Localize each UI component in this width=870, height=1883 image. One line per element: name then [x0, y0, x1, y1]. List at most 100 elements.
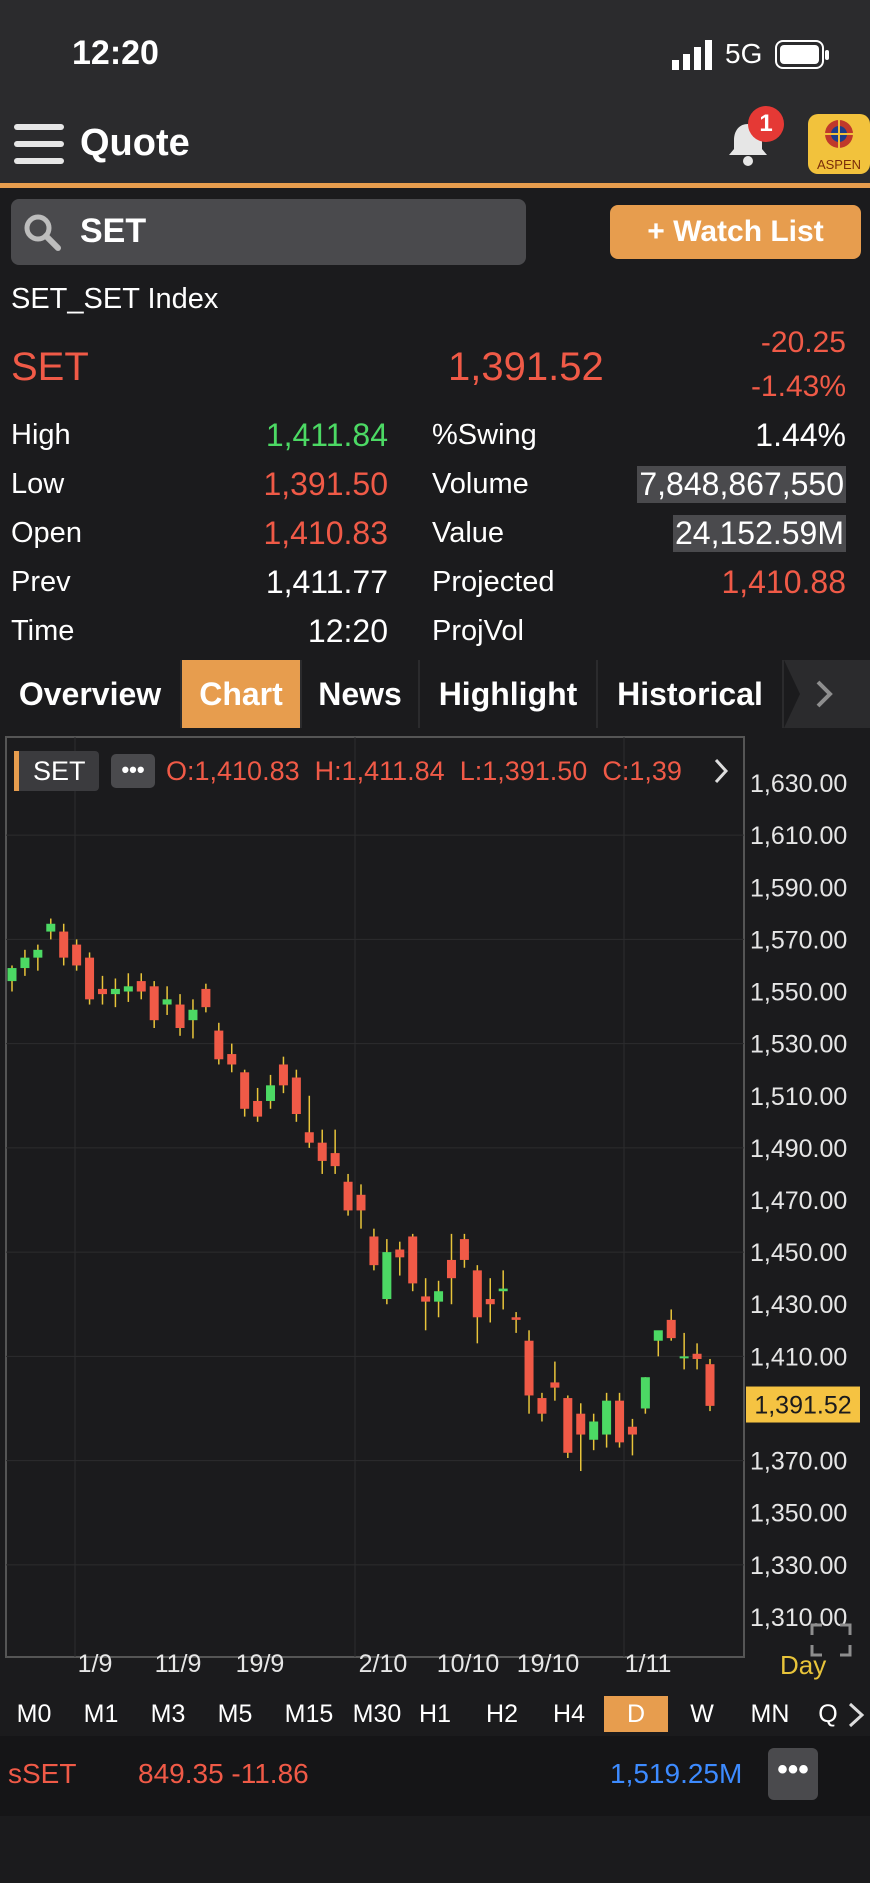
timeframe-w[interactable]: W: [690, 1700, 714, 1728]
stat-value-projected: 1,410.88: [721, 564, 846, 600]
candle-body: [136, 981, 146, 992]
timeframe-m15[interactable]: M15: [284, 1700, 334, 1728]
candle-body: [369, 1236, 379, 1266]
candle: [227, 1043, 237, 1073]
candle: [317, 1129, 327, 1174]
candle: [214, 1022, 224, 1065]
x-tick-label: 1/11: [625, 1650, 672, 1678]
stat-label-swing: %Swing: [432, 419, 537, 451]
candle: [434, 1280, 444, 1318]
candle-body: [227, 1054, 237, 1065]
more-dots-icon: •••: [121, 757, 144, 782]
tab-overview[interactable]: Overview: [0, 660, 180, 728]
candle: [59, 923, 69, 966]
candle: [498, 1270, 508, 1310]
x-tick-label: 2/10: [359, 1650, 408, 1678]
timeframe-h2[interactable]: H2: [486, 1700, 518, 1728]
page-title: Quote: [80, 122, 190, 164]
candle-body: [7, 968, 17, 982]
candle-series: [7, 918, 715, 1472]
candle: [692, 1343, 702, 1370]
candle: [343, 1173, 353, 1216]
timeframe-h4[interactable]: H4: [553, 1700, 585, 1728]
x-tick-label: 11/9: [155, 1650, 202, 1678]
timeframe-m1[interactable]: M1: [83, 1700, 119, 1728]
candle: [395, 1241, 405, 1276]
current-price-label: 1,391.52: [754, 1392, 851, 1420]
candle-body: [240, 1072, 250, 1109]
aspen-logo[interactable]: ASPEN: [808, 114, 870, 174]
fullscreen-icon[interactable]: [810, 1623, 852, 1657]
candle: [640, 1377, 650, 1414]
ticker-more-button[interactable]: •••: [768, 1748, 818, 1800]
candle-body: [59, 931, 69, 958]
hamburger-menu-icon[interactable]: [14, 124, 64, 168]
candle: [563, 1395, 573, 1458]
candle-body: [537, 1398, 547, 1414]
candle: [627, 1418, 637, 1456]
candle: [356, 1184, 366, 1229]
candle-body: [705, 1364, 715, 1406]
price-change-percent: -1.43%: [750, 370, 846, 403]
candle: [7, 965, 17, 992]
tab-news[interactable]: News: [302, 660, 418, 728]
candle: [240, 1069, 250, 1117]
tab-highlight[interactable]: Highlight: [420, 660, 596, 728]
candle-body: [253, 1100, 263, 1117]
timeframe-mn[interactable]: MN: [750, 1700, 790, 1728]
candle-body: [550, 1382, 560, 1388]
chevron-right-icon[interactable]: [714, 758, 729, 784]
ticker-symbol[interactable]: sSET: [8, 1758, 77, 1789]
ticker-value: 849.35 -11.86: [138, 1758, 309, 1789]
candle-body: [188, 1009, 198, 1021]
tab-chart[interactable]: Chart: [182, 660, 300, 728]
last-price: 1,391.52: [448, 345, 604, 389]
x-tick-label: 1/9: [78, 1650, 113, 1678]
globe-icon: [825, 120, 853, 148]
candle: [446, 1233, 456, 1305]
timeframe-scroll-icon[interactable]: [846, 1700, 868, 1730]
chart-symbol-accent: [14, 751, 19, 791]
candle: [278, 1056, 288, 1094]
candle-body: [20, 957, 30, 969]
notification-badge: 1: [748, 106, 784, 142]
timeframe-m5[interactable]: M5: [217, 1700, 253, 1728]
timeframe-m0[interactable]: M0: [16, 1700, 52, 1728]
candle: [472, 1265, 482, 1344]
candle-body: [356, 1194, 366, 1211]
current-price-tag: [746, 1386, 860, 1423]
search-field[interactable]: [11, 199, 526, 265]
candle-body: [72, 944, 82, 966]
candle-body: [85, 957, 95, 1000]
candle-body: [149, 986, 159, 1021]
y-tick-label: 1,410.00: [750, 1343, 847, 1371]
stat-value-value: 24,152.59M: [672, 515, 846, 552]
timeframe-d[interactable]: D: [604, 1696, 668, 1732]
candle: [511, 1312, 521, 1333]
tab-scroll-right-icon[interactable]: [784, 660, 870, 728]
stat-value-low: 1,391.50: [263, 466, 388, 502]
chart-symbol-chip[interactable]: [14, 751, 99, 791]
add-watchlist-button[interactable]: + Watch List: [610, 205, 861, 259]
candle-body: [214, 1030, 224, 1060]
ohlc-scroll-bg: [706, 751, 738, 791]
y-axis: 1,630.00 1,610.00 1,590.00 1,570.00 1,550.00…: [750, 770, 847, 1632]
search-input[interactable]: SET: [80, 212, 147, 250]
tab-historical[interactable]: Historical: [598, 660, 782, 728]
chart-grid: [6, 737, 744, 1657]
stat-value-prev: 1,411.77: [265, 564, 388, 600]
candle-body: [266, 1085, 276, 1101]
timeframe-m3[interactable]: M3: [150, 1700, 186, 1728]
candle-body: [110, 988, 120, 995]
y-tick-label: 1,330.00: [750, 1552, 847, 1580]
y-tick-label: 1,550.00: [750, 979, 847, 1007]
timeframe-q[interactable]: Q: [818, 1700, 838, 1728]
chart-options-button[interactable]: [111, 754, 155, 788]
candle-body: [382, 1252, 392, 1300]
x-tick-label: 19/9: [236, 1650, 285, 1678]
battery-icon: [775, 40, 829, 69]
timeframe-m30[interactable]: M30: [352, 1700, 402, 1728]
candle: [20, 949, 30, 976]
candlestick-chart[interactable]: 1,630.00 1,610.00 1,590.00 1,570.00 1,550.00…: [0, 730, 870, 1692]
timeframe-h1[interactable]: H1: [419, 1700, 451, 1728]
